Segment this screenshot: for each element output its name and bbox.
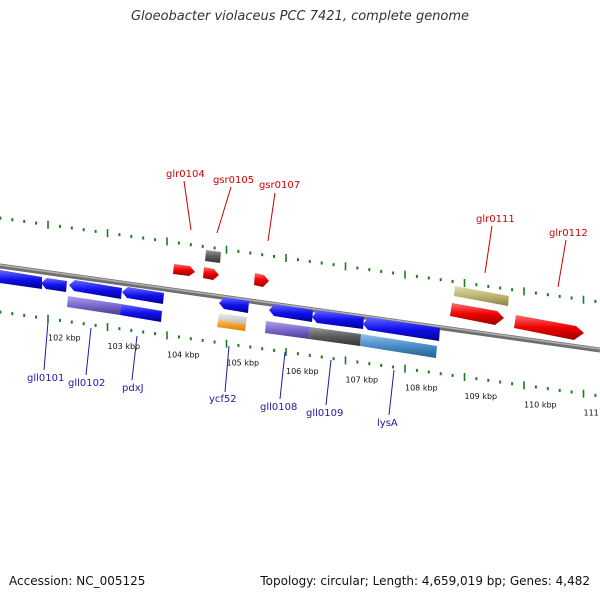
gene-gsr0105	[205, 250, 221, 263]
leader-glr0112	[557, 239, 567, 288]
label-glr0111: glr0111	[476, 214, 515, 225]
label-ycf52: ycf52	[209, 394, 237, 405]
leader-gsr0105	[216, 186, 232, 234]
tick-labels: 102 kbp 103 kbp 104 kbp 105 kbp 106 kbp 107 k…	[48, 334, 600, 418]
gene-gll0109a	[312, 310, 364, 329]
tick-label-103: 103 kbp	[108, 342, 141, 351]
leader-pdxJ	[131, 335, 138, 381]
gene-lysA-a	[363, 317, 440, 341]
genome-backbone-highlight	[0, 264, 600, 350]
gene-gsr0107	[254, 273, 269, 287]
leader-glr0104	[183, 180, 192, 231]
tick-label-104: 104 kbp	[167, 350, 200, 359]
tick-label-102: 102 kbp	[48, 334, 81, 343]
reverse-genes	[0, 270, 440, 358]
label-gsr0107: gsr0107	[259, 180, 300, 191]
gene-gll0108a	[269, 304, 313, 322]
gene-gll0101	[0, 270, 42, 289]
gene-glr0111	[450, 303, 504, 325]
gene-gll0102	[69, 280, 122, 299]
tick-label-111: 111 kbp	[584, 409, 600, 418]
gene-gll0108	[265, 321, 310, 339]
leader-gll0109	[325, 359, 332, 406]
gene-gll0102a	[41, 278, 67, 292]
genome-summary-text: Topology: circular; Length: 4,659,019 bp…	[260, 574, 590, 588]
tick-label-105: 105 kbp	[227, 359, 260, 368]
map-title: Gloeobacter violaceus PCC 7421, complete…	[130, 9, 470, 24]
leader-lysA	[388, 369, 395, 416]
reverse-gene-labels: gll0101 gll0102 pdxJ ycf52 gll0108 gll01…	[27, 321, 398, 429]
label-lysA: lysA	[377, 418, 398, 429]
reverse-tick-track	[0, 310, 597, 398]
tick-label-107: 107 kbp	[346, 375, 379, 384]
gene-glr0112	[514, 315, 584, 340]
accession-text: Accession: NC_005125	[9, 574, 146, 588]
gene-pdxJ-a	[122, 287, 164, 304]
gene-pdxJ	[120, 304, 162, 322]
forward-genes	[173, 250, 584, 340]
gene-glr0111-rna	[454, 286, 509, 306]
label-gll0109: gll0109	[306, 408, 343, 419]
gene-gsr0105b	[203, 267, 219, 280]
leader-gll0102	[85, 327, 92, 376]
label-gsr0105: gsr0105	[213, 175, 254, 186]
leader-ycf52	[224, 345, 230, 393]
tick-label-109: 109 kbp	[465, 392, 498, 401]
label-gll0101: gll0101	[27, 373, 64, 384]
label-glr0104: glr0104	[166, 169, 205, 180]
gene-gll0109	[309, 327, 361, 346]
forward-tick-track	[0, 216, 597, 304]
tick-label-108: 108 kbp	[405, 384, 438, 393]
leader-gll0108	[279, 351, 286, 400]
gene-gll0102-rna	[67, 296, 121, 315]
gene-ycf52-a	[219, 297, 249, 313]
gene-ycf52-b	[218, 313, 247, 324]
label-gll0102: gll0102	[68, 378, 105, 389]
leader-gll0101	[43, 321, 49, 371]
gene-lysA	[360, 334, 437, 358]
forward-gene-labels: glr0104 gsr0105 gsr0107 glr0111 glr0112	[166, 169, 588, 288]
label-gll0108: gll0108	[260, 402, 297, 413]
tick-label-106: 106 kbp	[286, 367, 319, 376]
label-pdxJ: pdxJ	[122, 383, 144, 394]
leader-glr0111	[484, 225, 493, 274]
label-glr0112: glr0112	[549, 228, 588, 239]
tick-label-110: 110 kbp	[524, 400, 557, 409]
gene-glr0104	[173, 264, 195, 276]
gene-ycf52	[217, 320, 246, 331]
leader-gsr0107	[267, 192, 276, 242]
